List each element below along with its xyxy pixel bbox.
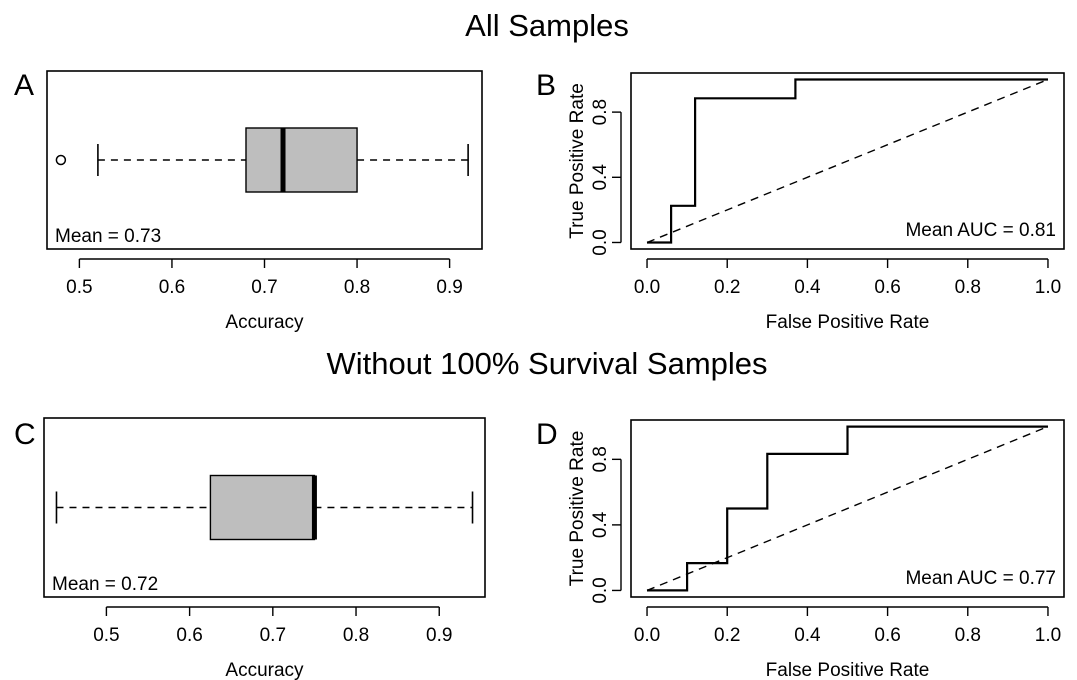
panel-letter-a: A — [14, 69, 34, 102]
x-tick-label: 0.8 — [343, 625, 369, 646]
x-axis-label: False Positive Rate — [766, 660, 930, 680]
y-axis-label: True Positive Rate — [567, 431, 588, 587]
plot-frame — [46, 70, 483, 250]
y-tick-label: 0.8 — [590, 446, 611, 472]
panel-a: A 0.5 0.6 0.7 0.8 0.9 Accuracy Mean = 0.73 — [14, 69, 483, 333]
x-tick-label: 0.6 — [159, 277, 185, 298]
box — [209, 474, 316, 541]
panel-c: C 0.5 0.6 0.7 0.8 0.9 Accuracy Mean = 0.72 — [14, 417, 486, 680]
panels: A 0.5 0.6 0.7 0.8 0.9 Accuracy Mean = 0.73 B 0.0 0… — [14, 69, 1065, 680]
panel-d: D 0.0 0.2 0.4 0.6 0.8 1.0 False Positive Rate 0.… — [536, 418, 1065, 680]
x-axis-label: Accuracy — [225, 660, 304, 680]
reference-diagonal — [646, 78, 1049, 244]
x-tick-label: 0.0 — [634, 277, 660, 298]
auc-annotation: Mean AUC = 0.81 — [905, 220, 1056, 241]
x-tick-label: 0.4 — [794, 625, 821, 646]
x-tick-label: 0.9 — [436, 277, 462, 298]
x-tick-label: 0.8 — [955, 625, 981, 646]
x-tick-label: 0.0 — [634, 625, 660, 646]
outlier-point — [55, 154, 67, 166]
panel-b: B 0.0 0.2 0.4 0.6 0.8 1.0 False Positive Rate 0.… — [536, 69, 1065, 333]
roc-curve — [647, 425, 1048, 592]
panel-letter-b: B — [536, 69, 556, 102]
mean-annotation: Mean = 0.72 — [52, 574, 158, 595]
x-tick-label: 0.6 — [874, 625, 900, 646]
y-tick-label: 0.4 — [590, 164, 611, 191]
panel-letter-d: D — [536, 418, 558, 451]
x-tick-label: 0.2 — [714, 277, 740, 298]
y-tick-label: 0.0 — [590, 229, 611, 255]
plot-frame — [630, 72, 1065, 250]
y-tick-label: 0.8 — [590, 99, 611, 125]
x-tick-label: 0.7 — [251, 277, 277, 298]
plot-frame — [43, 417, 486, 598]
plot-frame — [630, 419, 1065, 598]
y-axis-label: True Positive Rate — [567, 83, 588, 239]
x-tick-label: 0.5 — [66, 277, 92, 298]
box — [245, 127, 358, 193]
mean-annotation: Mean = 0.73 — [55, 226, 161, 247]
y-tick-label: 0.0 — [590, 577, 611, 603]
x-tick-label: 0.6 — [874, 277, 900, 298]
roc-curve — [647, 78, 1048, 244]
y-tick-label: 0.4 — [590, 511, 611, 538]
title-bottom: Without 100% Survival Samples — [326, 346, 767, 381]
x-tick-label: 0.6 — [176, 625, 202, 646]
x-tick-label: 0.4 — [794, 277, 821, 298]
x-tick-label: 0.8 — [344, 277, 370, 298]
x-tick-label: 0.7 — [260, 625, 286, 646]
x-tick-label: 0.9 — [426, 625, 452, 646]
panel-letter-c: C — [14, 418, 36, 451]
title-top: All Samples — [465, 8, 629, 43]
auc-annotation: Mean AUC = 0.77 — [905, 568, 1056, 589]
x-tick-label: 0.5 — [93, 625, 119, 646]
x-tick-label: 1.0 — [1035, 625, 1061, 646]
x-axis-label: False Positive Rate — [766, 312, 930, 333]
x-axis-label: Accuracy — [225, 312, 304, 333]
x-tick-label: 1.0 — [1035, 277, 1061, 298]
x-tick-label: 0.2 — [714, 625, 740, 646]
x-tick-label: 0.8 — [955, 277, 981, 298]
